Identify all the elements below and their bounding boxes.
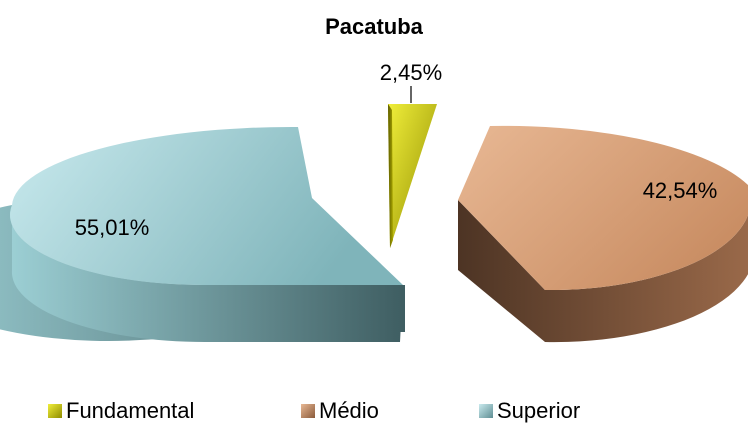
data-label-fundamental: 2,45%	[380, 60, 442, 85]
legend-label-superior: Superior	[497, 398, 581, 423]
slice-fundamental-top	[388, 104, 437, 248]
data-label-superior: 55,01%	[75, 215, 150, 240]
legend-item-medio: Médio	[301, 398, 379, 424]
legend-swatch-fundamental	[48, 404, 62, 418]
legend-swatch-superior	[479, 404, 493, 418]
slice-fundamental-side	[388, 104, 393, 248]
data-label-medio: 42,54%	[643, 178, 718, 203]
legend-item-fundamental: Fundamental	[48, 398, 194, 424]
slice-superior-wall	[10, 205, 403, 342]
slice-superior	[0, 126, 405, 342]
slice-medio	[458, 125, 748, 343]
legend-label-medio: Médio	[319, 398, 379, 423]
slice-fundamental	[388, 104, 437, 248]
legend-item-superior: Superior	[479, 398, 580, 424]
legend-swatch-medio	[301, 404, 315, 418]
slice-superior-top	[10, 126, 404, 286]
slice-medio-side	[458, 185, 748, 343]
legend-label-fundamental: Fundamental	[66, 398, 195, 423]
slice-medio-top	[458, 125, 748, 291]
legend: Fundamental Médio Superior	[0, 398, 748, 426]
chart-title: Pacatuba	[325, 14, 423, 39]
